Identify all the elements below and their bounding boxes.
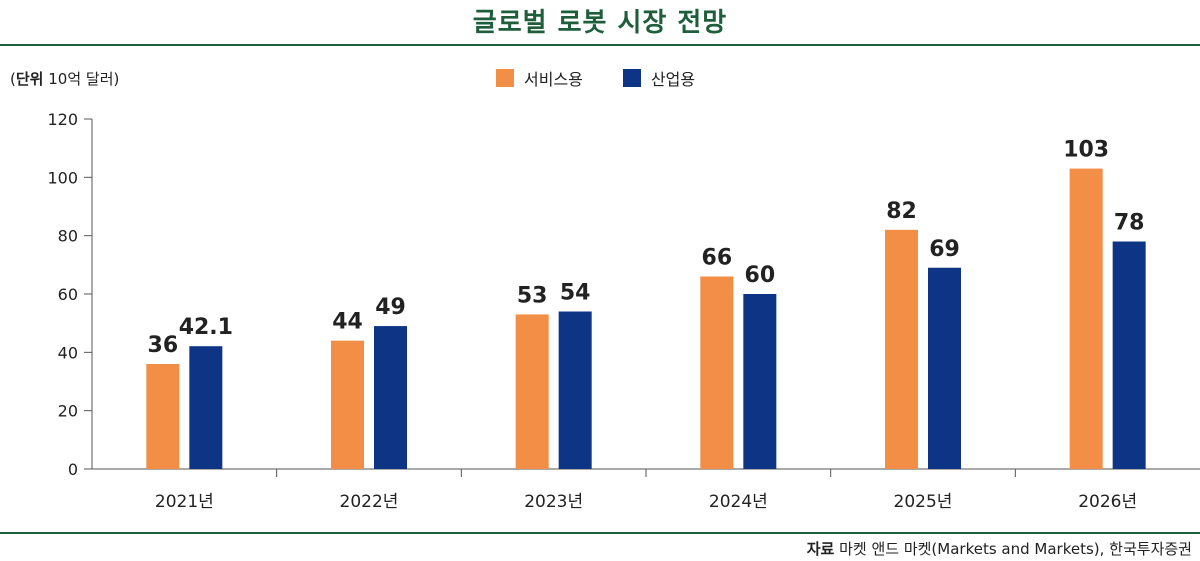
data-label-service: 82 — [886, 199, 917, 224]
bar-service — [700, 276, 734, 469]
y-tick-label: 80 — [58, 227, 78, 246]
x-tick-label: 2026년 — [1078, 492, 1137, 512]
data-label-service: 44 — [332, 310, 363, 335]
bar-industrial — [1112, 241, 1146, 469]
data-label-industrial: 49 — [375, 295, 406, 320]
bar-service — [515, 314, 549, 469]
bar-industrial — [928, 267, 961, 469]
y-tick-label: 100 — [47, 168, 78, 187]
x-tick-label: 2023년 — [524, 492, 583, 512]
data-label-industrial: 69 — [929, 237, 960, 262]
source-label: 자료 — [806, 540, 835, 558]
chart-title: 글로벌 로봇 시장 전망 — [472, 8, 728, 38]
data-label-service: 66 — [702, 246, 733, 271]
data-label-service: 36 — [148, 333, 179, 358]
y-tick-label: 40 — [58, 343, 78, 362]
legend-swatch-service — [496, 69, 514, 87]
source-note: 자료 마켓 앤드 마켓(Markets and Markets), 한국투자증권 — [807, 538, 1192, 559]
x-tick-label: 2022년 — [340, 492, 399, 512]
legend: 서비스용 산업용 — [496, 66, 735, 90]
title-divider — [0, 44, 1200, 46]
y-tick-label: 20 — [58, 402, 78, 421]
bars — [146, 168, 1146, 470]
x-tick-label: 2025년 — [894, 492, 953, 512]
source-text: 마켓 앤드 마켓(Markets and Markets), 한국투자증권 — [834, 540, 1192, 558]
y-tick-label: 120 — [47, 110, 78, 129]
legend-swatch-industrial — [622, 69, 641, 87]
bar-industrial — [558, 311, 592, 469]
bar-industrial — [374, 326, 407, 469]
unit-label-bold: 단위 — [15, 70, 44, 88]
legend-label-industrial: 산업용 — [650, 70, 696, 89]
unit-label: (단위 10억 달러) — [10, 70, 120, 88]
bar-service — [885, 229, 918, 469]
bar-service — [146, 364, 180, 469]
legend-item-service: 서비스용 — [496, 66, 583, 90]
data-label-industrial: 54 — [560, 281, 591, 306]
data-label-service: 53 — [517, 283, 548, 308]
axes: 0 20 40 60 80 100 120 — [47, 110, 1200, 479]
data-label-industrial: 60 — [745, 263, 776, 288]
x-tick-label: 2024년 — [709, 492, 768, 512]
x-tick-label: 2021년 — [155, 492, 214, 512]
data-label-service: 103 — [1063, 138, 1109, 163]
unit-label-rest: 10억 달러 — [43, 70, 114, 88]
footer-divider — [0, 532, 1200, 534]
y-tick-label: 0 — [68, 460, 78, 479]
legend-item-industrial: 산업용 — [622, 66, 696, 90]
legend-label-service: 서비스용 — [524, 70, 583, 89]
data-label-industrial: 42.1 — [179, 315, 233, 340]
bar-service — [331, 340, 364, 469]
bar-service — [1069, 168, 1103, 470]
bar-industrial — [189, 346, 223, 469]
data-label-industrial: 78 — [1114, 211, 1145, 236]
bar-industrial — [743, 294, 777, 469]
y-tick-label: 60 — [58, 285, 78, 304]
